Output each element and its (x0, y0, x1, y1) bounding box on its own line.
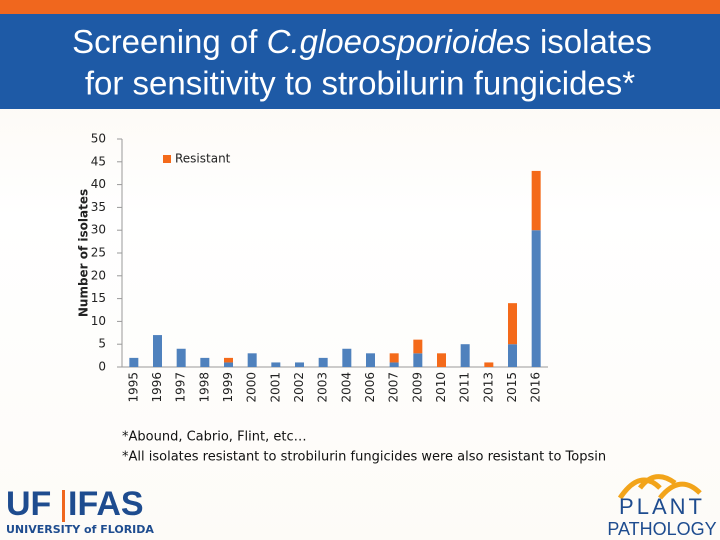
bar-segment (295, 362, 304, 367)
bar-segment (484, 362, 494, 367)
x-tick-label: 1995 (126, 372, 140, 403)
y-tick-label: 45 (91, 154, 106, 168)
y-tick-label: 20 (91, 268, 106, 282)
legend-label: Resistant (175, 152, 231, 166)
y-tick-label: 5 (98, 337, 106, 351)
bar-segment (129, 357, 139, 367)
y-tick-label: 30 (91, 223, 106, 237)
x-tick-label: 2004 (339, 372, 353, 403)
bar-segment (318, 357, 328, 367)
x-tick-label: 2001 (268, 372, 282, 403)
bar-segment (389, 362, 399, 367)
logo-university: UNIVERSITY of FLORIDA (6, 523, 154, 536)
logo-plant: PLANT (619, 494, 705, 519)
x-tick-label: 2013 (481, 372, 495, 403)
y-axis-label: Number of isolates (77, 189, 91, 317)
bar-segment (153, 335, 162, 367)
x-tick-label: 2000 (245, 372, 259, 403)
bar-segment (531, 230, 541, 367)
note: *Abound, Cabrio, Flint, etc… (122, 430, 307, 445)
x-tick-label: 2002 (292, 372, 306, 403)
x-tick-label: 2015 (505, 372, 519, 403)
bar-segment (460, 344, 470, 367)
logo-palms (617, 474, 702, 500)
x-tick-label: 1997 (174, 372, 188, 403)
bar-segment (531, 170, 541, 231)
bar-segment (366, 353, 375, 367)
y-tick-label: 25 (91, 246, 106, 260)
logo-ifas: IFAS (68, 485, 144, 523)
x-tick-label: 2003 (316, 372, 330, 403)
chart-title: for sensitivity to strobilurin fungicide… (85, 65, 635, 102)
logo-uf: UF (6, 485, 51, 523)
bar-segment (271, 362, 281, 367)
logo-pathology: PATHOLOGY (607, 519, 716, 539)
note: *All isolates resistant to strobilurin f… (122, 450, 606, 465)
bar-segment (247, 353, 257, 367)
y-tick-label: 50 (91, 132, 106, 146)
bar-segment (224, 357, 233, 363)
bar-segment (342, 348, 352, 367)
chart-title: Screening of C.gloeosporioides isolates (72, 23, 652, 60)
x-tick-label: 1996 (150, 372, 164, 403)
x-tick-label: 2006 (363, 372, 377, 403)
top-strip (0, 0, 720, 14)
bar-segment (389, 353, 399, 363)
y-tick-label: 35 (91, 200, 106, 214)
y-tick-label: 15 (91, 291, 106, 305)
bar-segment (224, 362, 233, 367)
bar-segment (508, 344, 517, 367)
bar-segment (508, 303, 517, 345)
legend-swatch (163, 155, 171, 163)
bar-segment (437, 353, 446, 367)
logo-divider (62, 490, 65, 522)
bar-segment (413, 353, 423, 367)
x-tick-label: 2010 (434, 372, 448, 403)
bar-segment (413, 339, 423, 354)
x-tick-label: 2007 (387, 372, 401, 403)
x-tick-label: 2009 (410, 372, 424, 403)
title-part: Screening of (72, 23, 266, 60)
title-part: C.gloeosporioides (267, 23, 531, 60)
bar-segment (200, 357, 210, 367)
x-tick-label: 1999 (221, 372, 235, 403)
title-part: isolates (531, 23, 652, 60)
x-tick-label: 2016 (529, 372, 543, 403)
x-tick-label: 2011 (458, 372, 472, 403)
x-tick-label: 1998 (197, 372, 211, 403)
y-tick-label: 40 (91, 177, 106, 191)
y-tick-label: 0 (98, 360, 106, 374)
bar-segment (176, 348, 186, 367)
y-tick-label: 10 (91, 314, 106, 328)
title-bar (0, 14, 720, 109)
